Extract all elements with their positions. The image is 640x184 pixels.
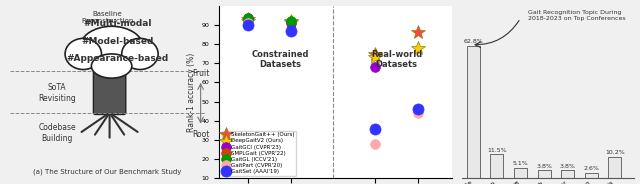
- Bar: [514, 168, 527, 178]
- Text: Gait Recognition Topic During
2018-2023 on Top Conferences: Gait Recognition Topic During 2018-2023 …: [527, 10, 625, 21]
- Text: Root: Root: [192, 130, 209, 139]
- Bar: [467, 46, 480, 178]
- Text: 3.8%: 3.8%: [560, 164, 575, 169]
- Bar: [561, 170, 574, 178]
- Bar: [538, 170, 550, 178]
- Ellipse shape: [65, 38, 102, 70]
- Text: Codebase
Building: Codebase Building: [38, 123, 76, 143]
- Legend: SkeletonGait++ (Ours), DeepGaitV2 (Ours), GaitGCI (CVPR'23), SMPLGait (CVPR'22),: SkeletonGait++ (Ours), DeepGaitV2 (Ours)…: [221, 131, 296, 176]
- Text: 3.8%: 3.8%: [536, 164, 552, 169]
- FancyBboxPatch shape: [93, 63, 126, 114]
- Text: #Appearance-based: #Appearance-based: [67, 54, 169, 63]
- Y-axis label: Rank-1 accuracy (%): Rank-1 accuracy (%): [187, 52, 196, 132]
- Text: 10.2%: 10.2%: [605, 150, 625, 155]
- Text: #Multi-modal: #Multi-modal: [83, 19, 152, 28]
- Bar: [490, 154, 504, 178]
- Text: 11.5%: 11.5%: [487, 148, 507, 153]
- Text: (a) The Structure of Our Benchmark Study: (a) The Structure of Our Benchmark Study: [33, 169, 182, 175]
- Text: Baseline
Reconstruction: Baseline Reconstruction: [81, 11, 134, 24]
- Text: 2.6%: 2.6%: [583, 166, 599, 171]
- Bar: [585, 173, 598, 178]
- Ellipse shape: [79, 26, 144, 71]
- Text: Fruit: Fruit: [192, 69, 209, 78]
- Bar: [608, 157, 621, 178]
- Text: SoTA
Revisiting: SoTA Revisiting: [38, 83, 76, 103]
- Text: Real-world
Datasets: Real-world Datasets: [371, 50, 422, 69]
- Text: 5.1%: 5.1%: [513, 161, 529, 166]
- Text: 62.8%: 62.8%: [463, 39, 483, 44]
- Ellipse shape: [92, 54, 132, 78]
- Text: Constrained
Datasets: Constrained Datasets: [252, 50, 309, 69]
- Text: #Model-based: #Model-based: [81, 37, 154, 46]
- Ellipse shape: [122, 38, 158, 70]
